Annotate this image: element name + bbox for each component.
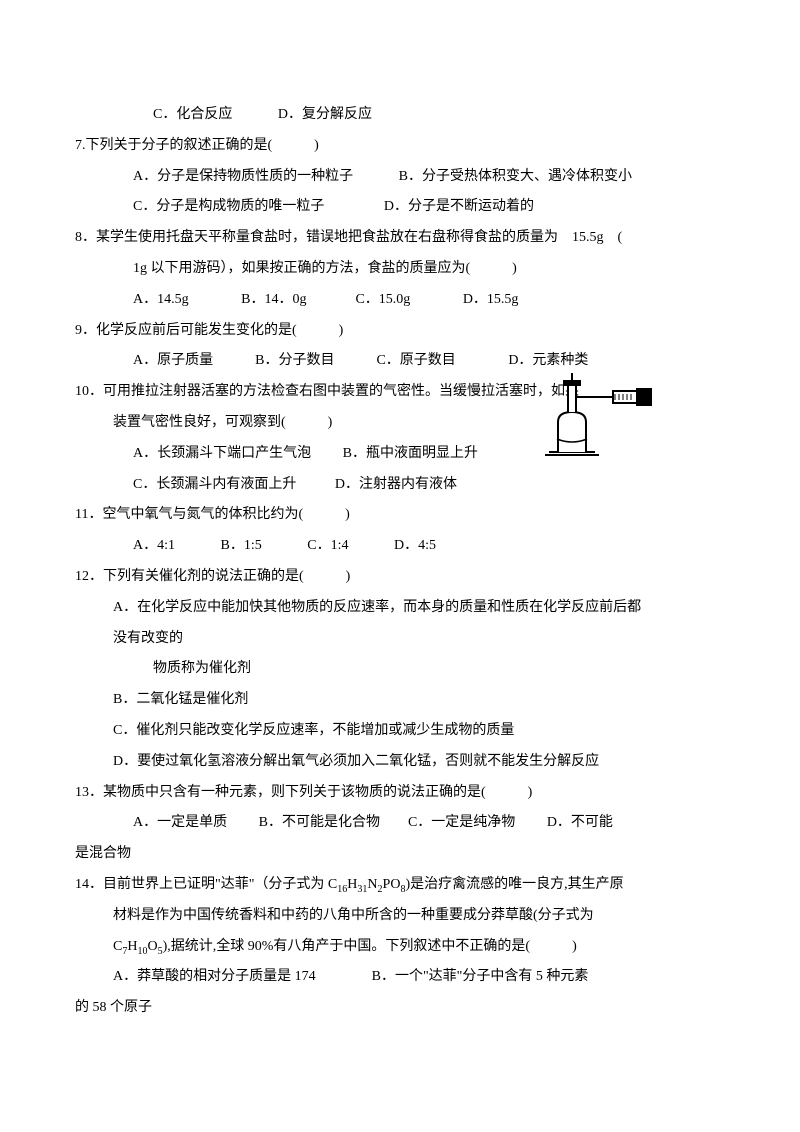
q13-opt-d: D．不可能 <box>547 815 613 830</box>
q8-options: A．14.5g B．14．0g C．15.0g D．15.5g <box>75 285 725 316</box>
q7-row-ab: A．分子是保持物质性质的一种粒子 B．分子受热体积变大、遇冷体积变小 <box>75 162 725 193</box>
sub-n2: 2 <box>378 884 383 895</box>
sub-h31: 31 <box>357 884 367 895</box>
q14-stem3-post: ),据统计,全球 90%有八角产于中国。下列叙述中不正确的是( ) <box>163 939 577 954</box>
q7-opt-a: A．分子是保持物质性质的一种粒子 <box>133 169 353 184</box>
q12-opt-a3: 物质称为催化剂 <box>75 654 725 685</box>
q11-opt-c: C．1:4 <box>307 538 348 553</box>
q14-stem1: 14．目前世界上已证明"达菲"（分子式为 C16H31N2PO8)是治疗禽流感的… <box>75 870 725 901</box>
q13-opt-c: C．一定是纯净物 <box>408 815 515 830</box>
q7-opt-d: D．分子是不断运动着的 <box>384 199 534 214</box>
q12-opt-a2: 没有改变的 <box>75 624 725 655</box>
q14-row-ab: A．莽草酸的相对分子质量是 174 B．一个"达菲"分子中含有 5 种元素 <box>75 962 725 993</box>
q13-tail: 是混合物 <box>75 839 725 870</box>
q6-options-cd: C．化合反应 D．复分解反应 <box>75 100 725 131</box>
q11-opt-a: A．4:1 <box>133 538 175 553</box>
q14-opt-b: B．一个"达菲"分子中含有 5 种元素 <box>372 969 589 984</box>
q6-opt-d: D．复分解反应 <box>278 107 372 122</box>
q10-opt-d: D．注射器内有液体 <box>335 477 457 492</box>
q11-stem: 11．空气中氧气与氮气的体积比约为( ) <box>75 500 725 531</box>
q12-opt-a1: A．在化学反应中能加快其他物质的反应速率，而本身的质量和性质在化学反应前后都 <box>75 593 725 624</box>
q7-opt-c: C．分子是构成物质的唯一粒子 <box>133 199 324 214</box>
q10-opt-a: A．长颈漏斗下端口产生气泡 <box>133 446 311 461</box>
q10-row-cd: C．长颈漏斗内有液面上升 D．注射器内有液体 <box>75 470 725 501</box>
q10-opt-c: C．长颈漏斗内有液面上升 <box>133 477 296 492</box>
q13-options: A．一定是单质 B．不可能是化合物 C．一定是纯净物 D．不可能 <box>75 808 725 839</box>
q12-opt-c: C．催化剂只能改变化学反应速率，不能增加或减少生成物的质量 <box>75 716 725 747</box>
q6-opt-c: C．化合反应 <box>153 107 232 122</box>
sub-c7: 7 <box>122 945 127 956</box>
q12-opt-d: D．要使过氧化氢溶液分解出氧气必须加入二氧化锰，否则就不能发生分解反应 <box>75 747 725 778</box>
q13-opt-b: B．不可能是化合物 <box>259 815 380 830</box>
q14-opt-a: A．莽草酸的相对分子质量是 174 <box>113 969 316 984</box>
q8-opt-a: A．14.5g <box>133 292 189 307</box>
q7-stem: 7.下列关于分子的叙述正确的是( ) <box>75 131 725 162</box>
q8-opt-b: B．14．0g <box>241 292 306 307</box>
q10-opt-b: B．瓶中液面明显上升 <box>343 446 478 461</box>
q8-stem1: 8．某学生使用托盘天平称量食盐时，错误地把食盐放在右盘称得食盐的质量为 15.5… <box>75 223 725 254</box>
q7-opt-b: B．分子受热体积变大、遇冷体积变小 <box>399 169 632 184</box>
q8-opt-c: C．15.0g <box>355 292 410 307</box>
sub-h10: 10 <box>137 945 147 956</box>
q14-stem2: 材料是作为中国传统香料和中药的八角中所含的一种重要成分莽草酸(分子式为 <box>75 901 725 932</box>
q12-opt-b: B．二氧化锰是催化剂 <box>75 685 725 716</box>
q7-row-cd: C．分子是构成物质的唯一粒子 D．分子是不断运动着的 <box>75 192 725 223</box>
q11-opt-b: B．1:5 <box>221 538 262 553</box>
q14-stem3-pre: C <box>113 939 122 954</box>
q12-stem: 12．下列有关催化剂的说法正确的是( ) <box>75 562 725 593</box>
q14-stem1-pre: 14．目前世界上已证明"达菲"（分子式为 C <box>75 877 337 892</box>
q9-stem: 9．化学反应前后可能发生变化的是( ) <box>75 316 725 347</box>
q14-tail: 的 58 个原子 <box>75 993 725 1024</box>
apparatus-diagram <box>535 367 655 462</box>
sub-c16: 16 <box>337 884 347 895</box>
q14-stem1-post: )是治疗禽流感的唯一良方,其生产原 <box>405 877 623 892</box>
q14-stem3: C7H10O5),据统计,全球 90%有八角产于中国。下列叙述中不正确的是( ) <box>75 932 725 963</box>
q9-opt-d: D．元素种类 <box>508 353 588 368</box>
q11-options: A．4:1 B．1:5 C．1:4 D．4:5 <box>75 531 725 562</box>
q13-stem: 13．某物质中只含有一种元素，则下列关于该物质的说法正确的是( ) <box>75 778 725 809</box>
q13-opt-a: A．一定是单质 <box>133 815 227 830</box>
q11-opt-d: D．4:5 <box>394 538 436 553</box>
q9-opt-b: B．分子数目 <box>255 353 334 368</box>
q9-opt-a: A．原子质量 <box>133 353 213 368</box>
q8-stem2: 1g 以下用游码），如果按正确的方法，食盐的质量应为( ) <box>75 254 725 285</box>
q8-opt-d: D．15.5g <box>463 292 519 307</box>
q9-opt-c: C．原子数目 <box>376 353 455 368</box>
